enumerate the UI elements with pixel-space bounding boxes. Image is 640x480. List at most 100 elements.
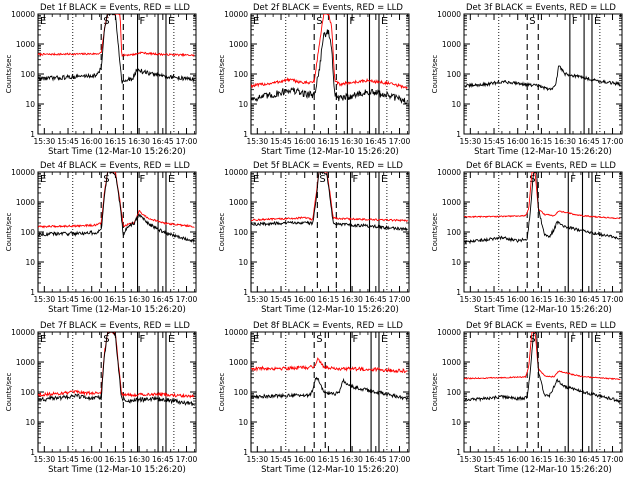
- interval-label: F: [140, 16, 146, 27]
- y-tick-label: 1000: [229, 198, 248, 207]
- x-tick-label: 16:45: [365, 295, 387, 304]
- y-tick-label: 10000: [11, 10, 35, 19]
- x-tick-label: 15:45: [270, 137, 292, 146]
- x-tick-label: 16:15: [105, 455, 127, 464]
- x-tick-label: 16:30: [554, 455, 576, 464]
- plot-frame: [250, 331, 410, 453]
- x-tick-label: 15:30: [247, 455, 269, 464]
- y-tick-label: 1: [456, 130, 461, 139]
- y-tick-label: 100: [447, 228, 462, 237]
- y-axis-label: Counts/sec: [5, 55, 13, 94]
- panel-title: Det 6f BLACK = Events, RED = LLD: [466, 161, 616, 171]
- y-tick-label: 10000: [437, 168, 461, 177]
- y-tick-label: 100: [447, 388, 462, 397]
- panel-1: Det 1f BLACK = Events, RED = LLD 1 10 100 10…: [5, 3, 198, 157]
- x-tick-label: 16:45: [578, 137, 600, 146]
- panel-title: Det 3f BLACK = Events, RED = LLD: [466, 3, 616, 13]
- panel-8: Det 8f BLACK = Events, RED = LLD 1 10 100 10…: [218, 321, 411, 475]
- y-axis-label: Counts/sec: [218, 373, 226, 412]
- y-tick-label: 10000: [224, 10, 248, 19]
- interval-label: S: [529, 174, 535, 185]
- y-tick-label: 1: [456, 448, 461, 457]
- y-tick-label: 1: [456, 288, 461, 297]
- x-tick-label: 17:00: [176, 455, 198, 464]
- x-tick-label: 16:15: [531, 455, 553, 464]
- y-tick-label: 100: [234, 70, 249, 79]
- interval-label: E: [381, 334, 387, 345]
- y-axis-label: Counts/sec: [431, 213, 439, 252]
- x-tick-label: 17:00: [389, 295, 411, 304]
- y-tick-label: 1000: [442, 40, 461, 49]
- events-series-line: [251, 172, 408, 232]
- y-tick-label: 10: [238, 418, 248, 427]
- y-tick-label: 10000: [224, 328, 248, 337]
- y-tick-label: 100: [21, 388, 36, 397]
- x-tick-label: 16:15: [318, 455, 340, 464]
- events-series-line: [38, 332, 195, 406]
- panel-title: Det 5f BLACK = Events, RED = LLD: [253, 161, 403, 171]
- interval-label: E: [168, 16, 174, 27]
- interval-label: E: [40, 174, 46, 185]
- y-tick-label: 1000: [16, 358, 35, 367]
- lld-series-line: [464, 332, 621, 381]
- panel-title: Det 4f BLACK = Events, RED = LLD: [40, 161, 190, 171]
- x-tick-label: 17:00: [602, 295, 624, 304]
- x-axis-label: Start Time (12-Mar-10 15:26:20): [261, 465, 399, 475]
- x-tick-label: 17:00: [389, 137, 411, 146]
- interval-label: S: [319, 174, 325, 185]
- y-tick-label: 100: [21, 70, 36, 79]
- panel-title: Det 9f BLACK = Events, RED = LLD: [466, 321, 616, 331]
- plot-frame: [463, 331, 623, 453]
- y-tick-label: 10000: [437, 10, 461, 19]
- y-tick-label: 100: [234, 388, 249, 397]
- x-tick-label: 16:00: [81, 455, 103, 464]
- y-tick-label: 10: [451, 418, 461, 427]
- interval-label: S: [316, 334, 322, 345]
- interval-label: F: [353, 174, 359, 185]
- plot-frame: [463, 171, 623, 293]
- y-tick-label: 1000: [229, 40, 248, 49]
- x-tick-label: 16:15: [318, 137, 340, 146]
- x-tick-label: 16:00: [507, 455, 529, 464]
- y-tick-label: 1000: [16, 198, 35, 207]
- x-tick-label: 16:00: [81, 137, 103, 146]
- interval-label: E: [594, 334, 600, 345]
- y-tick-label: 100: [447, 70, 462, 79]
- x-tick-label: 16:00: [507, 295, 529, 304]
- y-tick-label: 1: [243, 130, 248, 139]
- interval-label: E: [594, 174, 600, 185]
- panel-9: Det 9f BLACK = Events, RED = LLD 1 10 100 10…: [431, 321, 624, 475]
- x-tick-label: 16:45: [578, 295, 600, 304]
- x-tick-label: 17:00: [389, 455, 411, 464]
- x-axis-label: Start Time (12-Mar-10 15:26:20): [48, 147, 186, 157]
- events-series-line: [464, 65, 621, 92]
- x-tick-label: 16:30: [554, 295, 576, 304]
- panel-4: Det 4f BLACK = Events, RED = LLD 1 10 100 10…: [5, 161, 198, 315]
- interval-label: F: [140, 174, 146, 185]
- interval-label: E: [168, 174, 174, 185]
- events-series-line: [38, 172, 195, 244]
- x-tick-label: 16:45: [365, 455, 387, 464]
- y-tick-label: 10000: [224, 168, 248, 177]
- y-axis-label: Counts/sec: [218, 55, 226, 94]
- x-tick-label: 15:45: [270, 295, 292, 304]
- x-tick-label: 15:30: [34, 295, 56, 304]
- interval-label: E: [381, 174, 387, 185]
- y-tick-label: 10: [25, 258, 35, 267]
- interval-label: F: [570, 334, 576, 345]
- y-axis-label: Counts/sec: [218, 213, 226, 252]
- x-tick-label: 15:30: [460, 455, 482, 464]
- x-tick-label: 16:00: [294, 295, 316, 304]
- interval-label: S: [529, 16, 535, 27]
- x-tick-label: 15:45: [57, 455, 79, 464]
- interval-label: F: [572, 16, 578, 27]
- y-axis-label: Counts/sec: [5, 373, 13, 412]
- interval-label: E: [40, 16, 46, 27]
- interval-label: E: [594, 16, 600, 27]
- y-tick-label: 1: [30, 288, 35, 297]
- panel-7: Det 7f BLACK = Events, RED = LLD 1 10 100 10…: [5, 321, 198, 475]
- panel-6: Det 6f BLACK = Events, RED = LLD 1 10 100 10…: [431, 161, 624, 315]
- y-tick-label: 100: [21, 228, 36, 237]
- plot-frame: [250, 171, 410, 293]
